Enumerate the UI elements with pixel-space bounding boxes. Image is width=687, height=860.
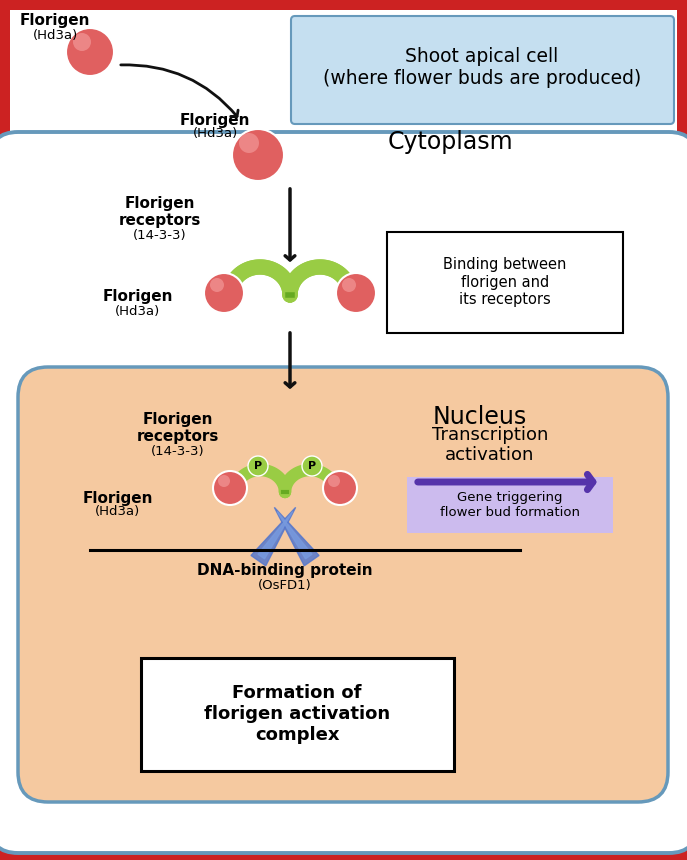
Text: Transcription
activation: Transcription activation [432,426,548,464]
Circle shape [204,273,244,313]
Text: Nucleus: Nucleus [433,405,527,429]
Text: Cytoplasm: Cytoplasm [387,130,513,154]
Text: Binding between
florigen and
its receptors: Binding between florigen and its recepto… [443,257,567,307]
Text: Florigen: Florigen [180,113,250,127]
Text: P: P [254,461,262,471]
Circle shape [210,278,224,292]
FancyBboxPatch shape [387,232,623,333]
Text: Florigen: Florigen [82,490,153,506]
Text: (14-3-3): (14-3-3) [151,445,205,458]
Text: Florigen
receptors: Florigen receptors [137,412,219,445]
Polygon shape [251,507,295,566]
Circle shape [232,129,284,181]
Circle shape [328,475,340,487]
Polygon shape [258,512,293,559]
FancyBboxPatch shape [141,658,454,771]
Text: Gene triggering
flower bud formation: Gene triggering flower bud formation [440,491,580,519]
Text: (Hd3a): (Hd3a) [115,304,161,317]
Circle shape [66,28,114,76]
Text: P: P [308,461,316,471]
Text: Formation of
florigen activation
complex: Formation of florigen activation complex [204,685,390,744]
Text: (Hd3a): (Hd3a) [192,127,238,140]
Circle shape [218,475,230,487]
Circle shape [248,456,268,476]
FancyBboxPatch shape [0,132,687,853]
Text: (14-3-3): (14-3-3) [133,230,187,243]
FancyBboxPatch shape [18,367,668,802]
Circle shape [302,456,322,476]
Circle shape [323,471,357,505]
Polygon shape [278,512,312,559]
FancyBboxPatch shape [407,477,613,533]
Circle shape [73,33,91,51]
Text: DNA-binding protein: DNA-binding protein [197,562,373,578]
Circle shape [213,471,247,505]
Text: (Hd3a): (Hd3a) [32,28,78,41]
FancyBboxPatch shape [10,10,677,850]
Text: Shoot apical cell
(where flower buds are produced): Shoot apical cell (where flower buds are… [323,46,641,88]
Text: (Hd3a): (Hd3a) [95,506,141,519]
Text: (OsFD1): (OsFD1) [258,579,312,592]
Circle shape [342,278,356,292]
Text: Florigen
receptors: Florigen receptors [119,196,201,228]
FancyBboxPatch shape [291,16,674,124]
Circle shape [239,133,259,153]
Text: Florigen: Florigen [103,290,173,304]
Polygon shape [274,507,319,566]
Circle shape [336,273,376,313]
Text: Florigen: Florigen [20,13,90,28]
